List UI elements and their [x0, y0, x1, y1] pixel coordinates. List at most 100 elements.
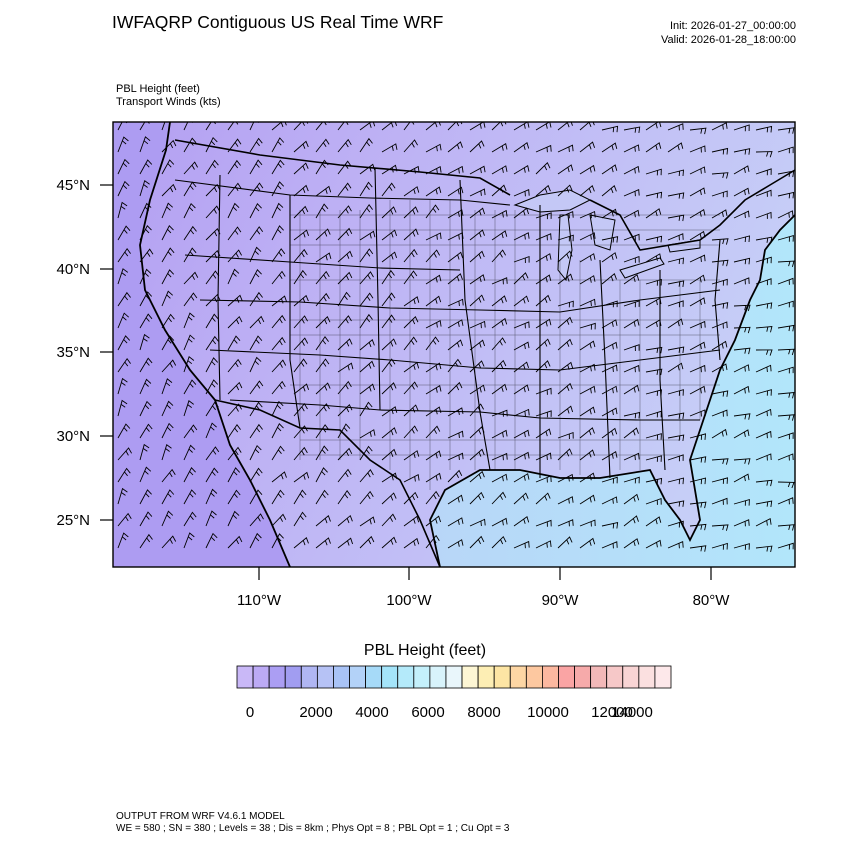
wind-barb [117, 268, 129, 285]
wind-barb [205, 205, 221, 219]
wind-barb [161, 535, 177, 549]
wind-barb [359, 204, 373, 219]
wind-barb [623, 165, 640, 175]
colorbar-box [333, 665, 350, 689]
wind-barb [271, 314, 286, 329]
wind-barb [733, 235, 751, 243]
wind-barb [205, 446, 220, 461]
wind-barb [205, 159, 219, 175]
wind-barb [491, 165, 508, 175]
wind-barb [667, 454, 684, 462]
wind-barb [557, 496, 574, 505]
wind-barb [337, 250, 353, 263]
wind-barb [249, 401, 263, 417]
wind-barb [513, 361, 530, 373]
wind-barb [183, 444, 196, 461]
wind-barb [469, 140, 485, 153]
wind-barb [535, 274, 552, 285]
wind-barb [469, 518, 486, 527]
wind-barb [139, 136, 151, 153]
wind-barb [689, 433, 707, 440]
wind-barb [315, 159, 329, 175]
wind-barb [557, 338, 573, 351]
wind-barb [557, 361, 574, 373]
colorbar-box [252, 665, 270, 689]
wind-barb [161, 422, 174, 439]
wind-barb [711, 259, 729, 267]
valid-time: Valid: 2026-01-28_18:00:00 [661, 34, 796, 46]
lake-huron [589, 214, 616, 251]
wind-barb [359, 516, 376, 527]
wind-barb [315, 358, 330, 373]
colorbar-tick-label: 6000 [411, 704, 445, 721]
wind-barb [227, 424, 241, 439]
wind-barb [579, 449, 596, 461]
wind-barb [205, 136, 218, 153]
wind-barb [447, 273, 463, 285]
wind-barb [359, 339, 375, 351]
wind-barb [711, 238, 729, 245]
wind-barb [403, 537, 420, 549]
wind-barb [117, 467, 131, 483]
wind-barb [381, 427, 397, 439]
wind-barb [777, 391, 795, 399]
wind-barb [447, 298, 464, 307]
lon-ticks [258, 567, 712, 580]
colorbar-box [654, 665, 672, 689]
wind-barb [403, 316, 419, 329]
wind-barb [733, 347, 751, 355]
wind-barb [183, 312, 195, 329]
wind-barb [579, 232, 596, 241]
wind-barb [227, 358, 242, 373]
wind-barb [425, 425, 441, 439]
wind-barb [689, 230, 706, 241]
wind-barb [139, 443, 150, 461]
wind-barb [535, 122, 552, 131]
wind-barb [535, 294, 551, 307]
wind-barb [579, 519, 596, 527]
wind-barb [491, 277, 508, 285]
wind-barb [337, 404, 353, 417]
wind-barb [359, 490, 374, 505]
wind-barb [491, 491, 507, 505]
wind-barb [469, 535, 485, 549]
wind-barb [293, 511, 307, 527]
wind-barb [513, 492, 529, 505]
wind-barb [161, 290, 173, 307]
wind-barb [645, 539, 662, 549]
wind-barb [403, 381, 418, 395]
wind-barb [557, 211, 574, 219]
wind-barb [227, 226, 242, 241]
wind-barb [249, 335, 263, 351]
colorbar-box [574, 665, 592, 689]
wind-barb [535, 428, 552, 439]
wind-barb [161, 335, 175, 351]
wind-barb [205, 313, 219, 329]
wind-barb [337, 227, 353, 241]
wind-barb [491, 317, 508, 329]
wind-barb [315, 382, 331, 395]
wind-barb [491, 535, 507, 549]
wind-barb [535, 387, 552, 395]
wind-barb [271, 295, 288, 307]
wind-barb [579, 298, 596, 307]
wind-barb [667, 389, 684, 396]
wind-barb [535, 410, 552, 418]
wind-barb [601, 300, 618, 308]
wind-barb [711, 477, 728, 484]
wind-barb [293, 403, 308, 417]
wind-barbs [117, 122, 795, 553]
wind-barb [579, 406, 596, 417]
wind-barb [293, 248, 308, 263]
wind-barb [645, 497, 662, 505]
wind-barb [711, 321, 728, 329]
wind-barb [359, 401, 373, 417]
pacific-ocean [113, 122, 290, 567]
colorbar-box [590, 665, 608, 689]
wind-barb [271, 225, 284, 241]
wind-barb [689, 409, 706, 417]
wind-barb [623, 144, 640, 153]
wind-barb [315, 292, 330, 307]
wind-barb [601, 364, 618, 373]
wind-barb [667, 192, 685, 199]
